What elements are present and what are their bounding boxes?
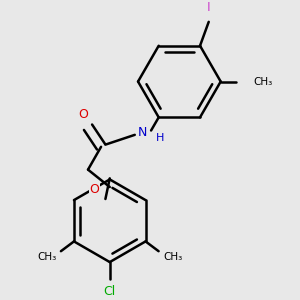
Text: CH₃: CH₃ <box>163 252 182 262</box>
Text: O: O <box>79 108 88 121</box>
Text: N: N <box>138 126 147 139</box>
Text: CH₃: CH₃ <box>37 252 56 262</box>
Text: H: H <box>156 133 164 143</box>
Text: I: I <box>207 1 211 14</box>
Text: O: O <box>90 183 100 196</box>
Text: CH₃: CH₃ <box>253 76 273 87</box>
Text: Cl: Cl <box>103 285 116 298</box>
